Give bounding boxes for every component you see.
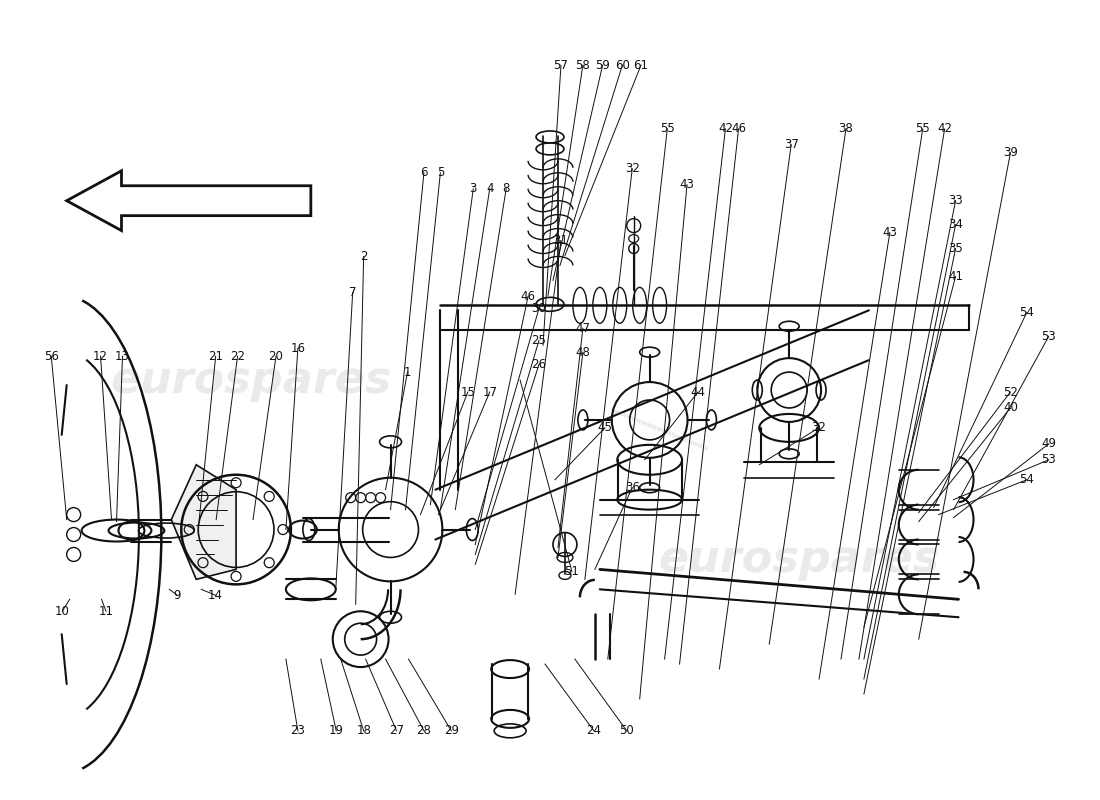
Text: 15: 15 bbox=[460, 386, 475, 398]
Text: 2: 2 bbox=[360, 250, 367, 263]
Text: 49: 49 bbox=[1042, 438, 1056, 450]
Text: 37: 37 bbox=[783, 138, 799, 151]
Text: 30: 30 bbox=[531, 302, 547, 315]
Text: 36: 36 bbox=[625, 481, 640, 494]
Text: 60: 60 bbox=[615, 58, 630, 72]
Text: 19: 19 bbox=[329, 724, 343, 738]
Text: 61: 61 bbox=[634, 58, 649, 72]
Text: 26: 26 bbox=[531, 358, 547, 370]
Text: 32: 32 bbox=[811, 422, 826, 434]
Text: 20: 20 bbox=[268, 350, 284, 362]
Text: 52: 52 bbox=[1003, 386, 1018, 398]
Text: 4: 4 bbox=[486, 182, 494, 195]
Text: 14: 14 bbox=[208, 589, 223, 602]
Text: 24: 24 bbox=[586, 724, 602, 738]
Text: 40: 40 bbox=[1003, 402, 1018, 414]
Text: 54: 54 bbox=[1020, 306, 1034, 319]
Text: 42: 42 bbox=[718, 122, 733, 135]
Text: 54: 54 bbox=[1020, 474, 1034, 486]
Text: 46: 46 bbox=[520, 290, 536, 303]
Text: 31: 31 bbox=[553, 234, 569, 247]
Text: 23: 23 bbox=[290, 724, 306, 738]
Text: 59: 59 bbox=[595, 58, 610, 72]
Text: 16: 16 bbox=[290, 342, 306, 354]
Text: 47: 47 bbox=[575, 322, 591, 334]
Text: 35: 35 bbox=[948, 242, 962, 255]
Text: 42: 42 bbox=[937, 122, 953, 135]
Text: 43: 43 bbox=[882, 226, 898, 239]
Text: 28: 28 bbox=[417, 724, 431, 738]
Text: 32: 32 bbox=[625, 162, 640, 175]
Polygon shape bbox=[172, 465, 236, 579]
Text: 9: 9 bbox=[174, 589, 182, 602]
Text: 57: 57 bbox=[553, 58, 569, 72]
Text: 58: 58 bbox=[575, 58, 591, 72]
Text: 46: 46 bbox=[732, 122, 746, 135]
Text: 51: 51 bbox=[564, 565, 580, 578]
Text: 21: 21 bbox=[208, 350, 223, 362]
Text: 39: 39 bbox=[1003, 146, 1018, 159]
Text: 48: 48 bbox=[575, 346, 591, 358]
Text: 41: 41 bbox=[948, 270, 964, 283]
Text: 6: 6 bbox=[420, 166, 428, 179]
Text: 12: 12 bbox=[94, 350, 108, 362]
Text: 13: 13 bbox=[116, 350, 130, 362]
Text: 1: 1 bbox=[404, 366, 411, 378]
Text: 29: 29 bbox=[443, 724, 459, 738]
Text: 11: 11 bbox=[99, 605, 113, 618]
Text: 50: 50 bbox=[619, 724, 634, 738]
Text: 3: 3 bbox=[470, 182, 477, 195]
Text: 56: 56 bbox=[44, 350, 58, 362]
Text: 7: 7 bbox=[349, 286, 356, 299]
Text: eurospares: eurospares bbox=[110, 358, 392, 402]
Text: 25: 25 bbox=[531, 334, 547, 346]
Text: 43: 43 bbox=[680, 178, 694, 191]
Text: 5: 5 bbox=[437, 166, 444, 179]
Text: 44: 44 bbox=[691, 386, 705, 398]
Text: 33: 33 bbox=[948, 194, 962, 207]
Text: eurospares: eurospares bbox=[659, 538, 939, 581]
Text: 53: 53 bbox=[1042, 454, 1056, 466]
Text: 45: 45 bbox=[597, 422, 613, 434]
Text: 55: 55 bbox=[660, 122, 674, 135]
Text: 22: 22 bbox=[230, 350, 245, 362]
Text: 27: 27 bbox=[389, 724, 404, 738]
Text: 10: 10 bbox=[55, 605, 69, 618]
Text: 34: 34 bbox=[948, 218, 962, 231]
Text: WWWWWWWWWWWWWWWWWWW: WWWWWWWWWWWWWWWWWWW bbox=[610, 408, 710, 452]
Text: 55: 55 bbox=[915, 122, 931, 135]
Text: 38: 38 bbox=[838, 122, 854, 135]
Text: 8: 8 bbox=[503, 182, 509, 195]
Polygon shape bbox=[67, 170, 311, 230]
Text: 18: 18 bbox=[356, 724, 371, 738]
Text: 17: 17 bbox=[482, 386, 497, 398]
Text: 53: 53 bbox=[1042, 330, 1056, 342]
